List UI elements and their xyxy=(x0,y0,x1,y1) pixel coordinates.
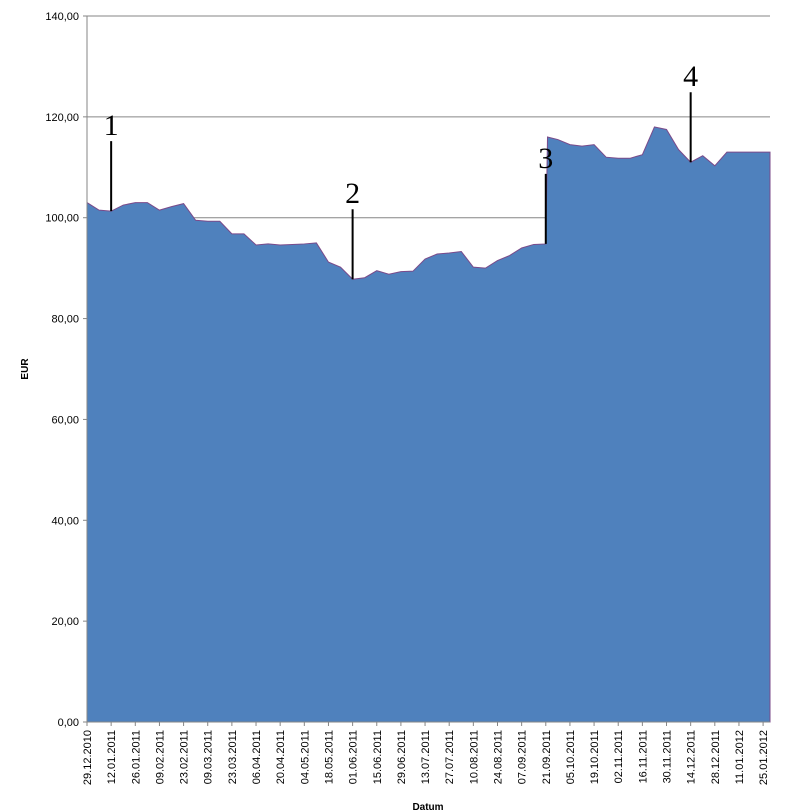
annotation-label: 3 xyxy=(538,142,553,175)
annotation-label: 4 xyxy=(683,60,698,93)
x-tick-label: 04.05.2011 xyxy=(299,730,311,784)
y-tick-label: 80,00 xyxy=(51,314,79,326)
x-tick-label: 26.01.2011 xyxy=(130,730,142,784)
x-tick-label: 29.12.2010 xyxy=(82,730,94,785)
x-tick-label: 28.12.2011 xyxy=(710,730,722,784)
area xyxy=(86,126,771,723)
x-tick-label: 10.08.2011 xyxy=(468,730,480,784)
x-tick-label: 23.02.2011 xyxy=(179,730,191,784)
x-tick-label: 30.11.2011 xyxy=(662,730,674,783)
y-tick-label: 60,00 xyxy=(51,414,79,426)
y-tick-label: 140,00 xyxy=(45,11,79,23)
x-tick-label: 15.06.2011 xyxy=(372,730,384,784)
x-tick-label: 05.10.2011 xyxy=(565,730,577,784)
y-tick-label: 0,00 xyxy=(58,717,79,729)
x-tick-label: 01.06.2011 xyxy=(348,730,360,784)
x-tick-label: 19.10.2011 xyxy=(589,730,601,784)
x-tick-label: 21.09.2011 xyxy=(541,730,553,784)
x-tick-label: 24.08.2011 xyxy=(492,730,504,784)
x-tick-label: 27.07.2011 xyxy=(444,730,456,784)
x-tick-label: 18.05.2011 xyxy=(323,730,335,784)
x-axis-label: Datum xyxy=(412,802,443,810)
x-tick-label: 07.09.2011 xyxy=(517,730,529,784)
x-tick-label: 13.07.2011 xyxy=(420,730,432,784)
x-tick-label: 23.03.2011 xyxy=(227,730,239,784)
y-tick-label: 100,00 xyxy=(45,213,79,225)
y-tick-label: 40,00 xyxy=(51,515,79,527)
x-tick-label: 12.01.2011 xyxy=(106,730,118,784)
x-tick-label: 20.04.2011 xyxy=(275,730,287,784)
x-tick-label: 09.03.2011 xyxy=(203,730,215,784)
annotation-label: 1 xyxy=(104,109,119,142)
x-tick-label: 14.12.2011 xyxy=(686,730,698,784)
x-tick-label: 06.04.2011 xyxy=(251,730,263,784)
y-tick-label: 20,00 xyxy=(51,616,79,628)
y-axis-label: EUR xyxy=(20,358,31,380)
x-tick-label: 02.11.2011 xyxy=(613,730,625,783)
x-tick-label: 11.01.2012 xyxy=(734,730,746,784)
x-tick-label: 25.01.2012 xyxy=(758,730,770,785)
x-tick-label: 29.06.2011 xyxy=(396,730,408,784)
x-tick-label: 09.02.2011 xyxy=(154,730,166,784)
annotation-label: 2 xyxy=(345,177,360,210)
x-tick-label: 16.11.2011 xyxy=(637,730,649,783)
y-tick-label: 120,00 xyxy=(45,112,79,124)
